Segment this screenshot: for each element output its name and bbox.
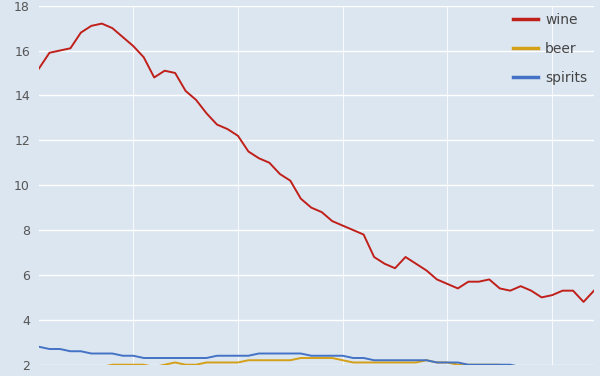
- wine: [350, 228, 357, 232]
- wine: [381, 261, 388, 266]
- Line: wine: wine: [39, 24, 594, 302]
- spirits: [548, 367, 556, 371]
- spirits: [35, 344, 43, 349]
- spirits: [245, 353, 252, 358]
- wine: [423, 268, 430, 273]
- beer: [381, 360, 388, 365]
- beer: [46, 369, 53, 374]
- Line: beer: beer: [39, 358, 594, 371]
- beer: [590, 369, 598, 374]
- beer: [140, 362, 148, 367]
- Line: spirits: spirits: [39, 347, 594, 369]
- spirits: [590, 367, 598, 371]
- wine: [580, 300, 587, 304]
- wine: [140, 55, 148, 59]
- beer: [433, 360, 440, 365]
- beer: [297, 356, 304, 360]
- wine: [35, 66, 43, 71]
- beer: [360, 360, 367, 365]
- spirits: [360, 356, 367, 360]
- wine: [370, 255, 377, 259]
- beer: [256, 358, 263, 362]
- spirits: [130, 353, 137, 358]
- spirits: [370, 358, 377, 362]
- spirits: [412, 358, 419, 362]
- wine: [98, 21, 106, 26]
- wine: [256, 156, 263, 161]
- Legend: wine, beer, spirits: wine, beer, spirits: [513, 12, 587, 85]
- beer: [35, 367, 43, 371]
- spirits: [339, 353, 346, 358]
- wine: [590, 288, 598, 293]
- beer: [391, 360, 398, 365]
